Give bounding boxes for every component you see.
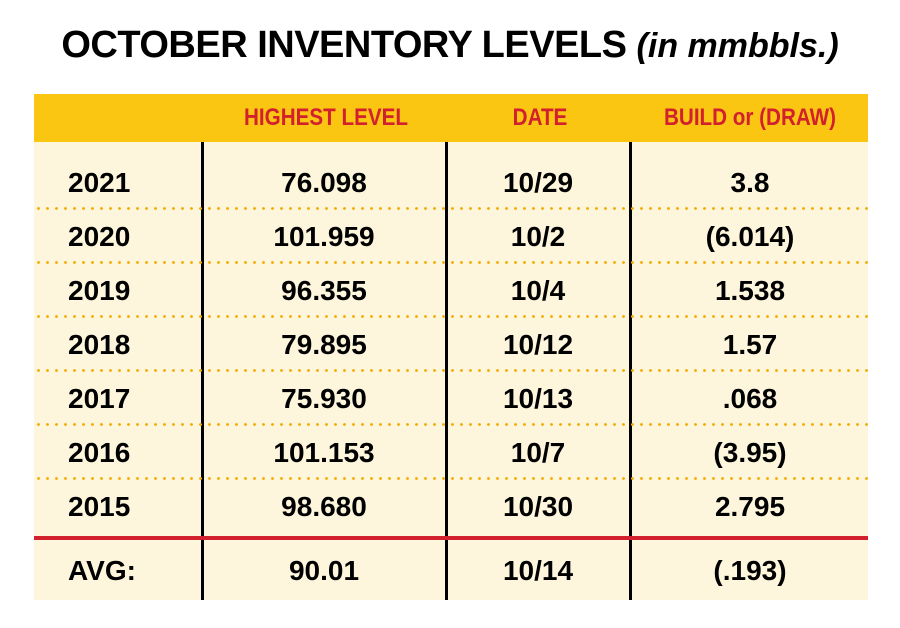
average-separator [34,536,868,540]
build-draw-cell: 1.57 [722,329,778,360]
date-cell: 10/7 [510,437,566,468]
build-draw-cell: (3.95) [713,437,787,468]
title-main: OCTOBER INVENTORY LEVELS [61,24,627,66]
table-row: 2021 76.098 10/29 3.8 [34,156,868,210]
table-row: 2015 98.680 10/30 2.795 [34,480,868,534]
highest-level-cell: 76.098 [281,167,367,198]
date-cell: 10/2 [510,221,566,252]
year-cell: 2017 [68,383,131,414]
title-unit: (in mmbbls.) [636,27,839,65]
table-row: 2020 101.959 10/2 (6.014) [34,210,868,264]
year-cell: 2019 [68,275,131,306]
table-row: 2016 101.153 10/7 (3.95) [34,426,868,480]
row-separator [34,261,868,264]
avg-build-draw: (.193) [713,555,787,586]
date-cell: 10/12 [502,329,574,360]
row-separator [34,477,868,480]
table-title: OCTOBER INVENTORY LEVELS (in mmbbls.) [0,24,900,67]
year-cell: 2016 [68,437,131,468]
date-cell: 10/13 [502,383,574,414]
header-year [46,94,192,142]
highest-level-cell: 101.959 [273,221,375,252]
header-date: DATE [512,104,568,131]
header-highest-level: HIGHEST LEVEL [244,104,408,131]
header-build-or-draw: BUILD or (DRAW) [664,104,836,131]
highest-level-cell: 101.153 [273,437,375,468]
year-cell: 2015 [68,491,131,522]
date-cell: 10/30 [502,491,574,522]
highest-level-cell: 75.930 [281,383,367,414]
row-separator [34,423,868,426]
year-cell: 2021 [68,167,131,198]
avg-date: 10/14 [502,555,574,586]
build-draw-cell: 2.795 [714,491,786,522]
build-draw-cell: (6.014) [705,221,795,252]
table-row: 2018 79.895 10/12 1.57 [34,318,868,372]
avg-label: AVG: [68,555,136,586]
row-separator [34,207,868,210]
highest-level-cell: 98.680 [281,491,367,522]
avg-highest-level: 90.01 [288,555,360,586]
inventory-table: HIGHEST LEVEL DATE BUILD or (DRAW) 2021 … [34,94,868,600]
year-cell: 2020 [68,221,131,252]
build-draw-cell: 3.8 [730,167,770,198]
year-cell: 2018 [68,329,131,360]
average-row: AVG: 90.01 10/14 (.193) [34,544,868,598]
highest-level-cell: 96.355 [281,275,367,306]
row-separator [34,315,868,318]
build-draw-cell: 1.538 [714,275,786,306]
table-row: 2019 96.355 10/4 1.538 [34,264,868,318]
build-draw-cell: .068 [722,383,778,414]
highest-level-cell: 79.895 [281,329,367,360]
table-header: HIGHEST LEVEL DATE BUILD or (DRAW) [34,94,868,142]
table-row: 2017 75.930 10/13 .068 [34,372,868,426]
date-cell: 10/29 [502,167,574,198]
row-separator [34,369,868,372]
date-cell: 10/4 [510,275,566,306]
